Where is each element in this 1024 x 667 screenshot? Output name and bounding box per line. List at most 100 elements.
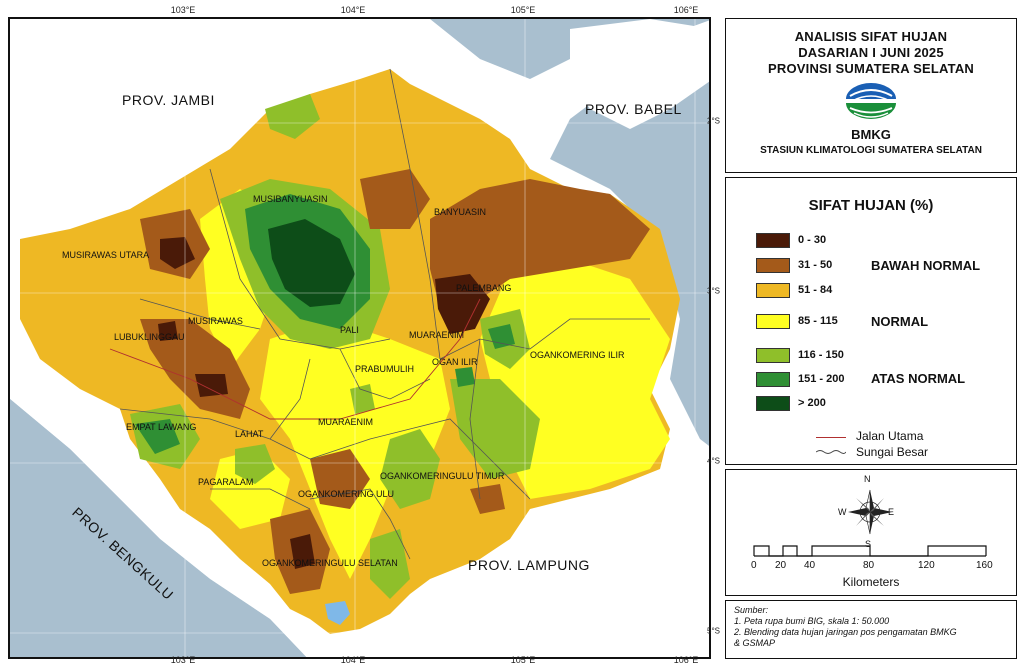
label-prov-babel: PROV. BABEL <box>585 101 682 117</box>
legend-swatch <box>756 314 790 329</box>
legend-swatch <box>756 283 790 298</box>
label-musibanyuasin: MUSIBANYUASIN <box>253 194 328 204</box>
legend-swatch <box>756 258 790 273</box>
legend-class-label: 85 - 115 <box>798 315 838 327</box>
bmkg-logo-icon <box>846 83 896 119</box>
babel-island <box>570 19 709 129</box>
legend-class-label: > 200 <box>798 397 826 409</box>
scale-unit: Kilometers <box>842 575 900 589</box>
category-normal: NORMAL <box>871 314 929 329</box>
source-line: & GSMAP <box>734 638 776 648</box>
title-panel: ANALISIS SIFAT HUJAN DASARIAN I JUNI 202… <box>725 18 1017 173</box>
scale-tick: 20 <box>775 560 787 571</box>
label-ogankomeringulu-timur: OGANKOMERINGULU TIMUR <box>380 471 505 481</box>
label-pali: PALI <box>340 325 359 335</box>
dry-zone-lubuk <box>158 321 178 341</box>
above-normal-selatan <box>370 529 410 599</box>
wet-zone-empat-lawang <box>135 419 180 454</box>
label-ogan-ilir: OGAN ILIR <box>432 357 478 367</box>
label-palembang: PALEMBANG <box>456 283 512 293</box>
label-ogankomering-ilir: OGANKOMERING ILIR <box>530 350 625 360</box>
rainfall-map: PROV. JAMBI PROV. BABEL PROV. BENGKULU P… <box>8 17 711 659</box>
scale-tick: 0 <box>751 560 757 571</box>
map-province: PROVINSI SUMATERA SELATAN <box>767 61 975 76</box>
scale-panel: N S E W 0 20 40 80 120 160 Kilometers <box>725 469 1017 596</box>
lon-tick-top: 106°E <box>673 5 699 15</box>
graticule <box>10 19 709 657</box>
lon-tick-top: 105°E <box>510 5 536 15</box>
lat-tick: 5°S <box>707 626 720 636</box>
road-label: Jalan Utama <box>856 429 924 443</box>
map-title: ANALISIS SIFAT HUJAN <box>794 29 948 44</box>
legend-class-label: 151 - 200 <box>798 373 845 385</box>
scale-tick: 40 <box>804 560 816 571</box>
legend-swatch <box>756 396 790 411</box>
station-name: STASIUN KLIMATOLOGI SUMATERA SELATAN <box>760 145 982 156</box>
label-prov-jambi: PROV. JAMBI <box>122 92 215 108</box>
label-lahat: LAHAT <box>235 429 264 439</box>
legend-panel: SIFAT HUJAN (%) 0 - 30 31 - 50 51 - 84 8… <box>725 177 1017 465</box>
legend-class-label: 51 - 84 <box>798 284 833 296</box>
lon-tick-bottom: 103°E <box>170 655 196 665</box>
road-line-icon <box>816 437 846 438</box>
legend-title: SIFAT HUJAN (%) <box>808 197 934 214</box>
dry-zone-utara <box>160 237 195 269</box>
label-ogankomering-ulu: OGANKOMERING ULU <box>298 489 395 499</box>
category-above-normal: ATAS NORMAL <box>871 371 966 386</box>
scale-tick: 80 <box>863 560 875 571</box>
dry-zone-palembang <box>435 274 490 334</box>
label-pagaralam: PAGARALAM <box>198 477 254 487</box>
legend-class-label: 31 - 50 <box>798 259 833 271</box>
label-lubuklinggau: LUBUKLINGGAU <box>114 332 185 342</box>
compass-north: N <box>864 474 871 484</box>
label-muaraenim-north: MUARAENIM <box>409 330 465 340</box>
label-empat-lawang: EMPAT LAWANG <box>126 422 197 432</box>
river-label: Sungai Besar <box>856 445 929 459</box>
legend-swatch <box>756 348 790 363</box>
compass-south: S <box>865 539 872 549</box>
dry-zone-okus <box>290 534 315 569</box>
above-normal-lahat <box>235 444 275 484</box>
lat-tick: 3°S <box>707 286 720 296</box>
lon-tick-bottom: 105°E <box>510 655 536 665</box>
label-banyuasin: BANYUASIN <box>434 207 487 217</box>
scale-tick: 160 <box>976 560 993 571</box>
above-normal-south <box>380 429 440 509</box>
label-muaraenim: MUARAENIM <box>318 417 374 427</box>
scale-tick: 120 <box>918 560 935 571</box>
lat-tick: 2°S <box>707 116 720 126</box>
compass-west: W <box>838 507 847 517</box>
above-normal-mid <box>450 379 540 479</box>
compass-rose-icon <box>753 489 987 557</box>
main-road <box>109 298 481 420</box>
label-musirawas: MUSIRAWAS <box>188 316 243 326</box>
source-line: 2. Blending data hujan jaringan pos peng… <box>734 627 957 637</box>
wet-zone-ogan <box>488 324 515 349</box>
label-prov-lampung: PROV. LAMPUNG <box>468 557 590 573</box>
map-canvas <box>10 19 709 657</box>
lake <box>325 601 350 625</box>
regency-boundaries <box>119 68 650 560</box>
map-period: DASARIAN I JUNI 2025 <box>798 45 944 60</box>
label-ogankomeringulu-selatan: OGANKOMERINGULU SELATAN <box>262 558 398 568</box>
legend-class-label: 0 - 30 <box>798 234 827 246</box>
source-line: 1. Peta rupa bumi BIG, skala 1: 50.000 <box>734 616 890 626</box>
source-panel: Sumber: 1. Peta rupa bumi BIG, skala 1: … <box>725 600 1017 659</box>
agency-name: BMKG <box>851 127 891 142</box>
legend-swatch <box>756 233 790 248</box>
dry-zone-musirawas <box>195 374 228 397</box>
sea-west <box>10 399 307 657</box>
lat-tick: 4°S <box>707 456 720 466</box>
river-line-icon <box>816 450 846 454</box>
compass-east: E <box>888 507 895 517</box>
lon-tick-bottom: 106°E <box>673 655 699 665</box>
legend-swatch <box>756 372 790 387</box>
category-below-normal: BAWAH NORMAL <box>871 258 981 273</box>
below-normal-banyuasin <box>430 179 650 309</box>
above-normal-north <box>265 94 320 139</box>
lon-tick-bottom: 104°E <box>340 655 366 665</box>
lon-tick-top: 104°E <box>340 5 366 15</box>
lon-tick-top: 103°E <box>170 5 196 15</box>
legend-class-label: 116 - 150 <box>798 349 844 361</box>
very-wet-zone <box>268 219 355 307</box>
